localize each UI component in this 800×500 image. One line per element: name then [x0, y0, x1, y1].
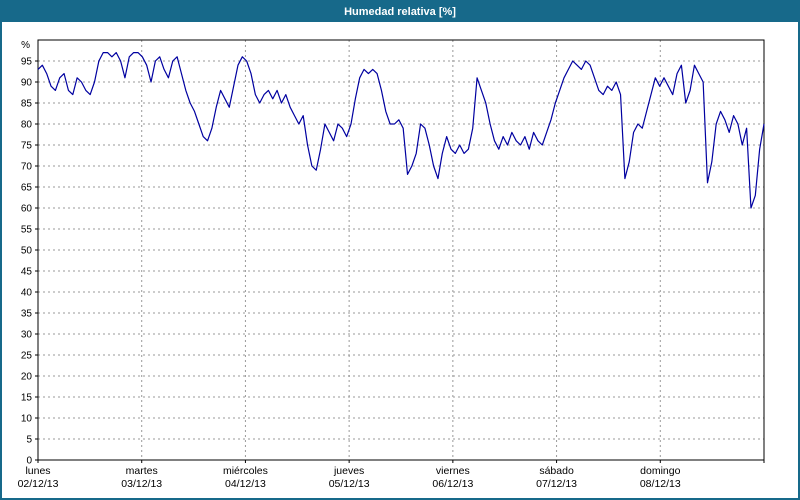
x-day-date-label: 08/12/13 [640, 478, 681, 490]
data-series [37, 52, 765, 209]
x-day-date-label: 06/12/13 [432, 478, 473, 490]
tick-labels: 0 5 10 15 20 25 30 35 40 45 50 55 60 65 70 75 80 85 90 95% l… [18, 40, 681, 490]
humidity-series-line [37, 52, 765, 209]
y-tick-label: 0 [26, 456, 32, 467]
grid-lines [38, 40, 764, 460]
y-tick-label: 40 [21, 288, 33, 299]
y-tick-label: 70 [21, 162, 33, 173]
y-tick-label: 5 [26, 435, 32, 446]
plot-area: 0 5 10 15 20 25 30 35 40 45 50 55 60 65 70 75 80 85 90 95% l… [2, 22, 798, 498]
y-tick-label: 95 [21, 57, 33, 68]
y-tick-label: 30 [21, 330, 33, 341]
x-day-date-label: 03/12/13 [121, 478, 162, 490]
x-day-name-label: lunes [25, 465, 50, 477]
x-day-name-label: miércoles [223, 465, 268, 477]
y-tick-label: 20 [21, 372, 33, 383]
y-tick-label: 55 [21, 225, 33, 236]
y-tick-label: 10 [21, 414, 33, 425]
y-tick-label: 45 [21, 267, 33, 278]
y-tick-label: 60 [21, 204, 33, 215]
x-day-name-label: domingo [640, 465, 680, 477]
x-day-name-label: martes [126, 465, 158, 477]
y-tick-label: 35 [21, 309, 33, 320]
y-tick-label: 65 [21, 183, 33, 194]
axes [35, 39, 765, 463]
y-tick-label: 90 [21, 78, 33, 89]
titlebar: Humedad relativa [%] [2, 2, 798, 22]
y-tick-label: 50 [21, 246, 33, 257]
humidity-line-chart: 0 5 10 15 20 25 30 35 40 45 50 55 60 65 70 75 80 85 90 95% l… [18, 39, 765, 490]
x-day-date-label: 05/12/13 [329, 478, 370, 490]
y-tick-label: 75 [21, 141, 33, 152]
y-tick-label: 85 [21, 99, 33, 110]
x-day-date-label: 02/12/13 [18, 478, 59, 490]
x-day-name-label: viernes [436, 465, 470, 477]
y-tick-label: 80 [21, 120, 33, 131]
y-tick-label: 15 [21, 393, 33, 404]
window-title: Humedad relativa [%] [344, 6, 456, 18]
x-day-name-label: jueves [333, 465, 364, 477]
x-day-date-label: 07/12/13 [536, 478, 577, 490]
x-day-date-label: 04/12/13 [225, 478, 266, 490]
x-day-name-label: sábado [539, 465, 574, 477]
y-axis-unit-label: % [21, 40, 30, 51]
y-tick-label: 25 [21, 351, 33, 362]
